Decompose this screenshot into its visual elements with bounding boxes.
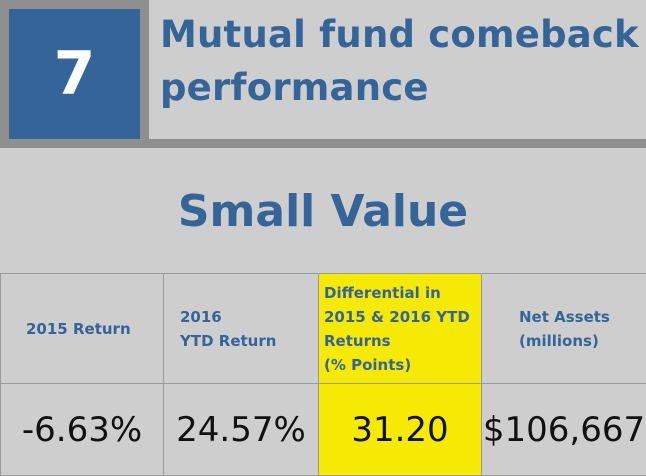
returns-table: 2015 Return 2016 YTD Return Differential…	[0, 273, 646, 476]
section-title: Small Value	[0, 180, 646, 244]
value-2015-return: -6.63%	[1, 384, 164, 476]
header-line: 2015 & 2016 YTD	[324, 305, 481, 329]
header-line: (% Points)	[324, 353, 481, 377]
slide-header: 7 Mutual fund comeback performance	[0, 0, 646, 148]
header-line: 2015 Return	[26, 317, 163, 341]
slide-number-frame: 7	[0, 0, 149, 148]
header-2015-return: 2015 Return	[1, 274, 164, 384]
slide-title-line-2: performance	[160, 61, 646, 114]
header-line: Differential in	[324, 281, 481, 305]
header-line: Net Assets	[519, 305, 646, 329]
value-net-assets: $106,667	[482, 384, 646, 476]
value-differential: 31.20	[319, 384, 482, 476]
header-differential: Differential in 2015 & 2016 YTD Returns …	[319, 274, 482, 384]
header-net-assets: Net Assets (millions)	[482, 274, 646, 384]
header-2016-ytd-return: 2016 YTD Return	[164, 274, 319, 384]
value-2016-ytd-return: 24.57%	[164, 384, 319, 476]
table-header-row: 2015 Return 2016 YTD Return Differential…	[1, 274, 646, 384]
slide-title-line-1: Mutual fund comeback	[160, 8, 646, 61]
header-line: (millions)	[519, 329, 646, 353]
header-line: 2016	[180, 305, 318, 329]
slide-number: 7	[9, 9, 140, 139]
header-line: YTD Return	[180, 329, 318, 353]
table-row: -6.63% 24.57% 31.20 $106,667	[1, 384, 646, 476]
header-divider	[0, 139, 646, 148]
slide-title: Mutual fund comeback performance	[160, 8, 646, 114]
header-line: Returns	[324, 329, 481, 353]
